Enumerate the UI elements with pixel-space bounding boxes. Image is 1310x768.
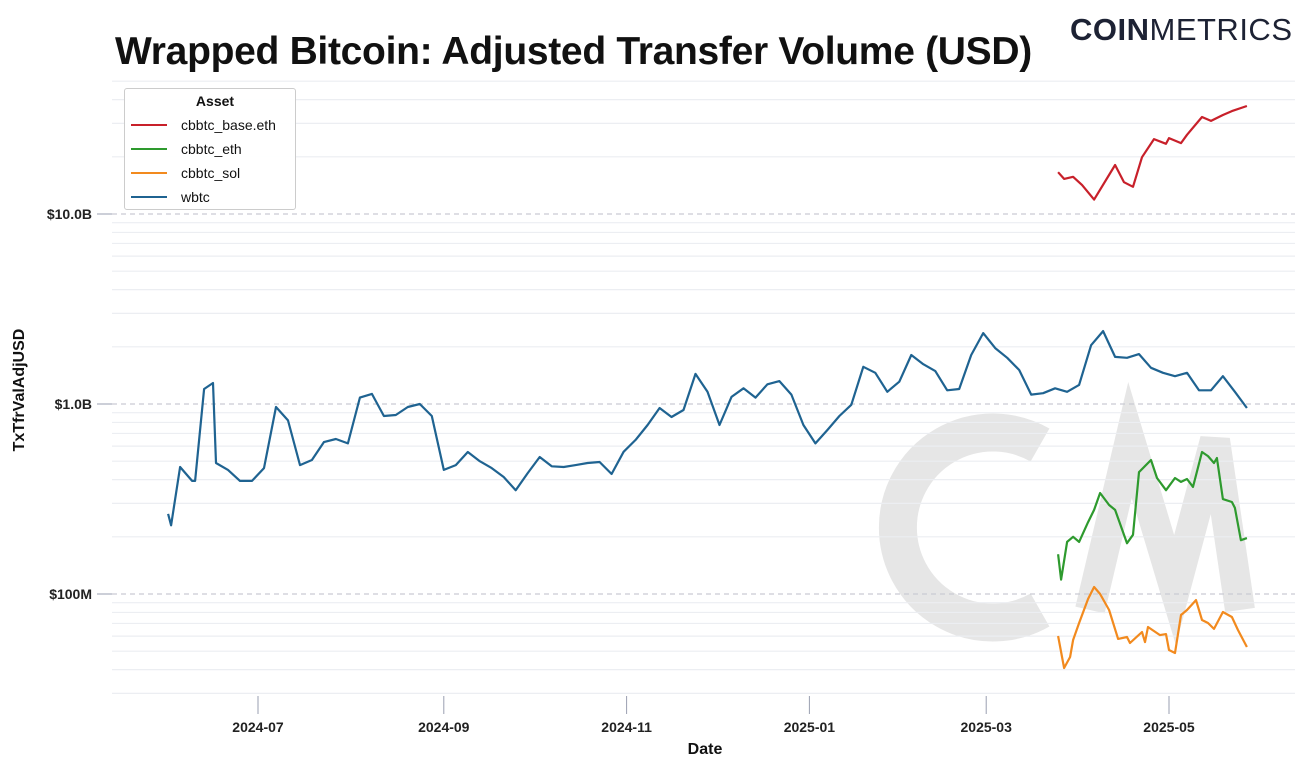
y-axis-label: TxTfrValAdjUSD bbox=[11, 329, 28, 452]
y-tick-label: $1.0B bbox=[55, 396, 92, 412]
chart-title: Wrapped Bitcoin: Adjusted Transfer Volum… bbox=[115, 30, 1032, 73]
x-tick-label: 2025-01 bbox=[784, 719, 836, 735]
y-tick-label: $10.0B bbox=[47, 206, 92, 222]
series-line-cbbtc-base-eth bbox=[1057, 104, 1248, 201]
x-tick-label: 2025-05 bbox=[1143, 719, 1195, 735]
legend-swatch bbox=[131, 196, 167, 198]
legend-item: wbtc bbox=[125, 185, 295, 209]
y-tick-label: $100M bbox=[49, 586, 92, 602]
legend-item: cbbtc_eth bbox=[125, 137, 295, 161]
series-line-cbbtc-eth bbox=[1057, 450, 1248, 581]
series-line-wbtc bbox=[167, 330, 1248, 527]
legend-label: cbbtc_base.eth bbox=[181, 117, 276, 133]
coinmetrics-logo: COINMETRICS bbox=[1070, 12, 1293, 47]
legend-label: cbbtc_eth bbox=[181, 141, 242, 157]
x-tick-label: 2024-11 bbox=[601, 719, 652, 735]
legend-swatch bbox=[131, 124, 167, 126]
series-line-cbbtc-sol bbox=[1057, 585, 1248, 670]
x-axis-label: Date bbox=[688, 741, 723, 758]
legend-item: cbbtc_base.eth bbox=[125, 113, 295, 137]
axes: $100M $1.0B $10.0B 2024-07 2024-09 2024-11 202… bbox=[11, 206, 1195, 758]
legend-swatch bbox=[131, 172, 167, 174]
legend-item: cbbtc_sol bbox=[125, 161, 295, 185]
x-tick-label: 2024-07 bbox=[232, 719, 284, 735]
legend-label: wbtc bbox=[181, 189, 210, 205]
legend-label: cbbtc_sol bbox=[181, 165, 241, 181]
series-lines bbox=[167, 104, 1248, 670]
x-tick-label: 2025-03 bbox=[961, 719, 1013, 735]
x-tick-label: 2024-09 bbox=[418, 719, 470, 735]
legend-title: Asset bbox=[195, 93, 235, 109]
legend-swatch bbox=[131, 148, 167, 150]
